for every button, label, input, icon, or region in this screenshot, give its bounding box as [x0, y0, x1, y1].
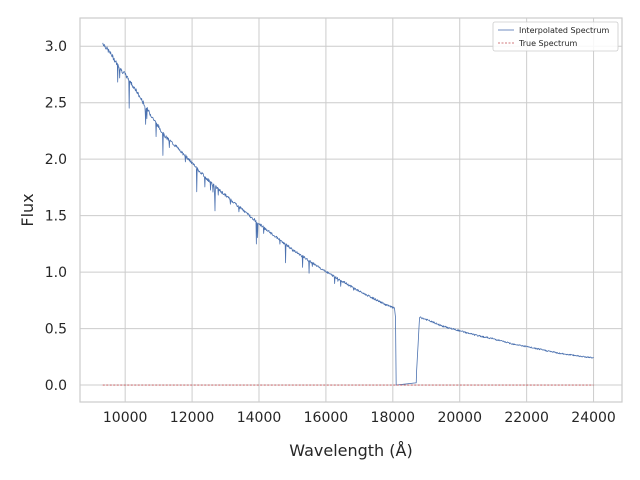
x-tick-label: 20000: [437, 410, 482, 426]
series-layer: [102, 42, 594, 386]
legend-label-interpolated: Interpolated Spectrum: [519, 26, 610, 35]
x-tick-label: 16000: [304, 410, 349, 426]
y-tick-label: 2.0: [45, 152, 67, 168]
x-tick-label: 12000: [170, 410, 215, 426]
x-tick-labels: 10000 12000 14000 16000 18000 20000 22000 24000: [103, 410, 616, 426]
x-tick-label: 22000: [504, 410, 549, 426]
y-tick-label: 3.0: [45, 39, 67, 55]
legend: Interpolated Spectrum True Spectrum: [492, 21, 619, 52]
series-line-interpolated-spectrum: [102, 42, 594, 386]
legend-box: [492, 21, 619, 52]
x-axis-label: Wavelength (Å): [289, 441, 412, 460]
y-axis-label: Flux: [18, 193, 37, 226]
grid: [80, 18, 622, 402]
x-tick-label: 18000: [371, 410, 416, 426]
plot-frame: [79, 17, 623, 403]
x-tick-label: 14000: [237, 410, 282, 426]
y-tick-label: 0.5: [45, 322, 67, 338]
x-tick-label: 24000: [571, 410, 616, 426]
y-tick-label: 0.0: [45, 378, 67, 394]
y-tick-label: 1.0: [45, 265, 67, 281]
y-tick-label: 1.5: [45, 209, 67, 225]
legend-label-true: True Spectrum: [518, 39, 578, 48]
x-tick-label: 10000: [103, 410, 148, 426]
y-tick-label: 2.5: [45, 96, 67, 112]
y-tick-labels: 0.0 0.5 1.0 1.5 2.0 2.5 3.0: [45, 39, 67, 394]
